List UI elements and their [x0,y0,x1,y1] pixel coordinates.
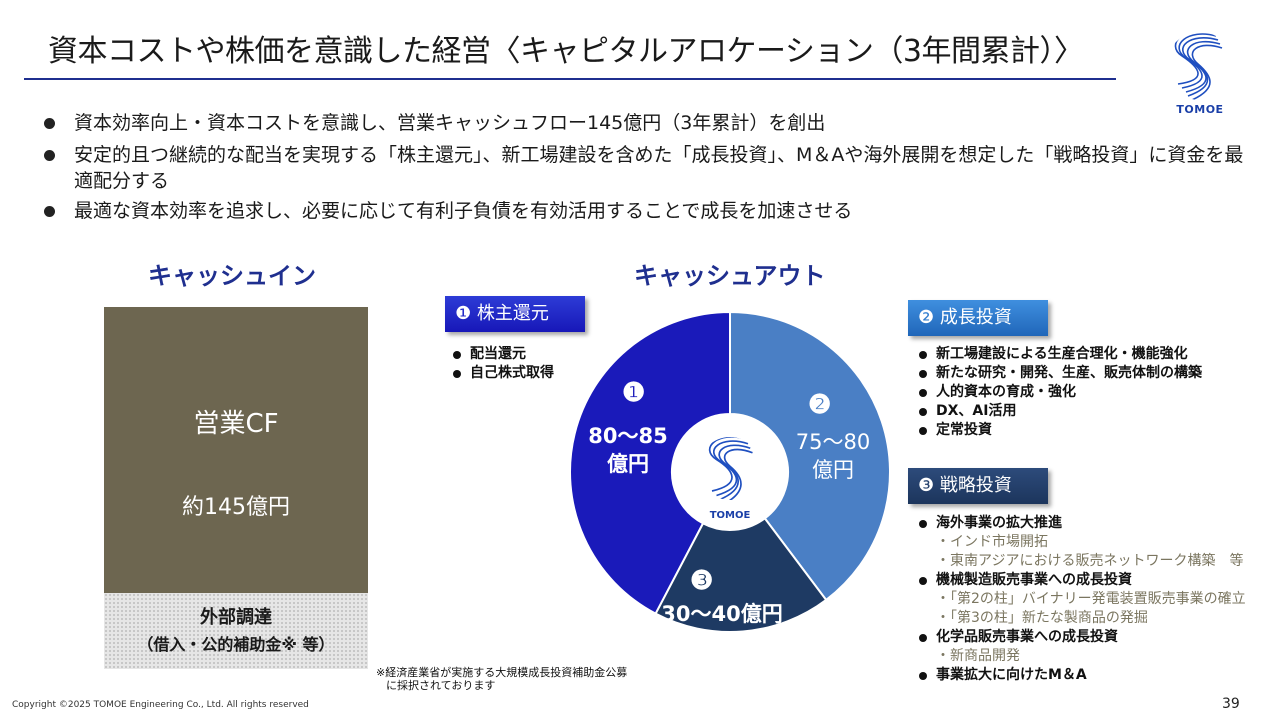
cash-out-pie-chart [569,310,891,633]
list-item: 定常投資 [916,421,1202,440]
center-logo-text: TOMOE [709,510,751,521]
summary-bullets: 資本効率向上・資本コストを意識し、営業キャッシュフロー145億円（3年累計）を創… [40,110,1260,230]
list-item: 事業拡大に向けたM＆A [916,666,1246,685]
external-funding-label: 外部調達 [200,607,272,628]
list-item: DX、AI活用 [916,402,1202,421]
cash-out-heading: キャッシュアウト [634,262,826,290]
list-item: 配当還元 [450,345,554,364]
tomoe-logo-icon [1174,32,1223,100]
slice-1-value-line2: 億円 [607,452,649,476]
list-item: 機械製造販売事業への成長投資 [916,571,1246,590]
slice-2-value-line2: 億円 [812,458,854,482]
bullet-item: 資本効率向上・資本コストを意識し、営業キャッシュフロー145億円（3年累計）を創… [40,110,1260,136]
tag-shareholder-return: ❶ 株主還元 [445,296,585,332]
bullet-item: 最適な資本効率を追求し、必要に応じて有利子負債を有効活用することで成長を加速させ… [40,198,1260,224]
title-divider [24,78,1116,80]
list-item: 新工場建設による生産合理化・機能強化 [916,345,1202,364]
external-funding-detail: （借入・公的補助金※ 等） [137,635,335,654]
list-subitem: ・「第3の柱」新たな製商品の発掘 [936,610,1148,626]
page-number: 39 [1222,696,1240,712]
page-title: 資本コストや株価を意識した経営〈キャピタルアロケーション（3年間累計）〉 [48,34,1084,69]
shareholder-return-list: 配当還元 自己株式取得 [450,345,554,383]
center-tomoe-logo-icon [708,437,753,500]
slice-2-value: 75～80 億円 [788,428,878,484]
strategic-investment-list: 海外事業の拡大推進 ・インド市場開拓 ・東南アジアにおける販売ネットワーク構築 … [916,514,1246,685]
footnote-line1: ※経済産業省が実施する大規模成長投資補助金公募 [376,666,628,679]
operating-cf-value: 約145億円 [182,495,290,520]
list-item: 海外事業の拡大推進 [916,514,1246,533]
operating-cf-label: 営業CF [193,409,279,439]
slice-2-number: ❷ [808,390,832,420]
list-subitem: ・東南アジアにおける販売ネットワーク構築 等 [936,553,1244,569]
bullet-item: 安定的且つ継続的な配当を実現する「株主還元」、新工場建設を含めた「成長投資」、M… [40,142,1260,194]
footnote: ※経済産業省が実施する大規模成長投資補助金公募 に採択されております [376,666,627,692]
copyright: Copyright ©2025 TOMOE Engineering Co., L… [12,700,309,710]
external-funding-box: 外部調達 （借入・公的補助金※ 等） [104,593,368,669]
list-subitem: ・新商品開発 [936,648,1020,664]
slice-2-value-line1: 75～80 [795,430,871,454]
list-subitem: ・「第2の柱」バイナリー発電装置販売事業の確立 [936,591,1246,607]
growth-investment-list: 新工場建設による生産合理化・機能強化 新たな研究・開発、生産、販売体制の構築 人… [916,345,1202,440]
logo-text: TOMOE [1176,103,1224,116]
cash-in-heading: キャッシュイン [148,262,316,290]
slice-3-value: 30～40億円 [661,602,783,626]
slice-1-number: ❶ [622,378,646,408]
list-item: 人的資本の育成・強化 [916,383,1202,402]
footnote-line2: に採択されております [386,679,496,692]
operating-cf-box: 営業CF 約145億円 [104,307,368,593]
list-item: 自己株式取得 [450,364,554,383]
slice-3-number: ❸ [690,566,714,596]
tag-strategic-investment: ❸ 戦略投資 [908,468,1048,504]
slice-1-value: 80～85 億円 [588,422,668,478]
tag-growth-investment: ❷ 成長投資 [908,300,1048,336]
list-item: 新たな研究・開発、生産、販売体制の構築 [916,364,1202,383]
slice-1-value-line1: 80～85 [588,424,668,448]
list-subitem: ・インド市場開拓 [936,534,1048,550]
list-item: 化学品販売事業への成長投資 [916,628,1246,647]
